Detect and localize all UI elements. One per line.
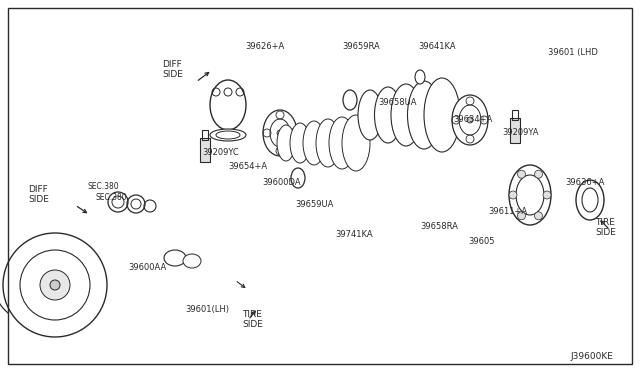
Text: 39209YC: 39209YC (202, 148, 239, 157)
Text: 39659RA: 39659RA (342, 42, 380, 51)
Ellipse shape (374, 87, 401, 143)
Text: J39600KE: J39600KE (570, 352, 613, 361)
Text: SIDE: SIDE (28, 195, 49, 204)
Bar (512, 110, 518, 120)
Text: 39654+A: 39654+A (228, 162, 267, 171)
Circle shape (534, 212, 543, 220)
Ellipse shape (277, 125, 295, 161)
Text: 39658UA: 39658UA (378, 98, 417, 107)
Ellipse shape (164, 250, 186, 266)
Circle shape (277, 130, 283, 136)
Ellipse shape (263, 110, 297, 156)
Ellipse shape (459, 105, 481, 135)
Ellipse shape (270, 119, 290, 147)
Circle shape (543, 191, 551, 199)
Ellipse shape (303, 121, 325, 165)
Ellipse shape (408, 81, 440, 149)
Text: 39209YA: 39209YA (502, 128, 538, 137)
Text: 39601(LH): 39601(LH) (185, 305, 229, 314)
Ellipse shape (342, 115, 370, 171)
Ellipse shape (210, 80, 246, 130)
Text: SIDE: SIDE (242, 320, 263, 329)
Text: 39636+A: 39636+A (565, 178, 604, 187)
Circle shape (518, 170, 525, 178)
Text: 39641KA: 39641KA (418, 42, 456, 51)
Circle shape (534, 170, 543, 178)
Ellipse shape (516, 175, 544, 215)
Ellipse shape (216, 131, 240, 139)
Ellipse shape (415, 70, 425, 84)
Bar (202, 130, 208, 140)
Text: 39658RA: 39658RA (420, 222, 458, 231)
Text: SEC.380: SEC.380 (95, 193, 127, 202)
Text: TIRE: TIRE (242, 310, 262, 319)
Ellipse shape (329, 117, 355, 169)
Ellipse shape (424, 78, 460, 152)
Text: SIDE: SIDE (595, 228, 616, 237)
Text: 39611+A: 39611+A (488, 207, 527, 216)
Text: 39741KA: 39741KA (335, 230, 372, 239)
Text: 39634+A: 39634+A (453, 115, 492, 124)
Circle shape (509, 191, 517, 199)
Text: 39659UA: 39659UA (295, 200, 333, 209)
Ellipse shape (210, 129, 246, 141)
Ellipse shape (391, 84, 421, 146)
Ellipse shape (358, 90, 382, 140)
Circle shape (50, 280, 60, 290)
Text: DIFF: DIFF (162, 60, 182, 69)
Ellipse shape (316, 119, 340, 167)
Text: TIRE: TIRE (595, 218, 615, 227)
Ellipse shape (291, 168, 305, 188)
Ellipse shape (582, 188, 598, 212)
Text: 39605: 39605 (468, 237, 495, 246)
Circle shape (40, 270, 70, 300)
Text: 39600DA: 39600DA (262, 178, 301, 187)
Ellipse shape (452, 95, 488, 145)
Text: 39600AA: 39600AA (128, 263, 166, 272)
Text: 39601 (LHD: 39601 (LHD (548, 48, 598, 57)
Circle shape (467, 117, 473, 123)
Text: DIFF: DIFF (28, 185, 48, 194)
Circle shape (518, 212, 525, 220)
Ellipse shape (343, 90, 357, 110)
Ellipse shape (290, 123, 310, 163)
Bar (200, 138, 210, 162)
Text: 39626+A: 39626+A (245, 42, 284, 51)
Ellipse shape (576, 180, 604, 220)
Bar (510, 118, 520, 143)
Text: SEC.380: SEC.380 (88, 182, 120, 191)
Text: SIDE: SIDE (162, 70, 183, 79)
Ellipse shape (509, 165, 551, 225)
Ellipse shape (183, 254, 201, 268)
